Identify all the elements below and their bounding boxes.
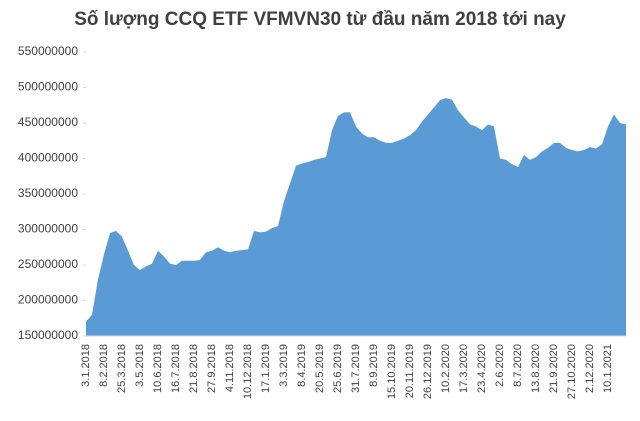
x-tick-label: 23.4.2020 <box>476 344 488 393</box>
x-tick-label: 8.7.2020 <box>512 344 524 387</box>
y-tick-label: 350000000 <box>18 186 78 200</box>
x-tick-label: 16.7.2018 <box>170 344 182 393</box>
x-tick-label: 3.1.2018 <box>80 344 92 387</box>
x-tick-label: 27.10.2020 <box>566 344 578 399</box>
x-tick-label: 10.2.2020 <box>440 344 452 393</box>
y-tick-label: 400000000 <box>18 151 78 165</box>
x-tick-label: 8.2.2018 <box>98 344 110 387</box>
chart-title: Số lượng CCQ ETF VFMVN30 từ đầu năm 2018… <box>74 9 566 30</box>
y-tick-label: 200000000 <box>18 293 78 307</box>
y-tick-label: 250000000 <box>18 257 78 271</box>
x-tick-label: 20.5.2019 <box>314 344 326 393</box>
x-tick-label: 17.3.2020 <box>458 344 470 393</box>
x-tick-label: 31.7.2019 <box>350 344 362 393</box>
x-tick-label: 8.9.2019 <box>368 344 380 387</box>
x-tick-label: 8.4.2019 <box>296 344 308 387</box>
y-tick-label: 150000000 <box>18 328 78 342</box>
x-tick-label: 26.12.2019 <box>422 344 434 399</box>
x-tick-label: 13.8.2020 <box>530 344 542 393</box>
x-tick-label: 10.12.2018 <box>242 344 254 399</box>
y-tick-label: 550000000 <box>18 44 78 58</box>
x-tick-label: 3.5.2018 <box>134 344 146 387</box>
y-tick-label: 450000000 <box>18 115 78 129</box>
x-tick-label: 17.1.2019 <box>260 344 272 393</box>
y-tick-label: 300000000 <box>18 222 78 236</box>
x-tick-label: 20.11.2019 <box>404 344 416 398</box>
x-tick-label: 3.3.2019 <box>278 344 290 387</box>
x-tick-label: 10.6.2018 <box>152 344 164 393</box>
x-tick-label: 21.9.2020 <box>548 344 560 393</box>
x-tick-label: 25.6.2019 <box>332 344 344 393</box>
x-tick-label: 15.10.2019 <box>386 344 398 399</box>
x-tick-label: 4.11.2018 <box>224 344 236 392</box>
x-tick-label: 10.1.2021 <box>602 344 614 393</box>
x-tick-label: 21.8.2018 <box>188 344 200 393</box>
x-tick-label: 2.6.2020 <box>494 344 506 387</box>
area <box>86 98 626 337</box>
x-tick-label: 27.9.2018 <box>206 344 218 393</box>
y-tick-label: 500000000 <box>18 80 78 94</box>
x-tick-label: 25.3.2018 <box>116 344 128 393</box>
x-tick-label: 2.12.2020 <box>584 344 596 393</box>
